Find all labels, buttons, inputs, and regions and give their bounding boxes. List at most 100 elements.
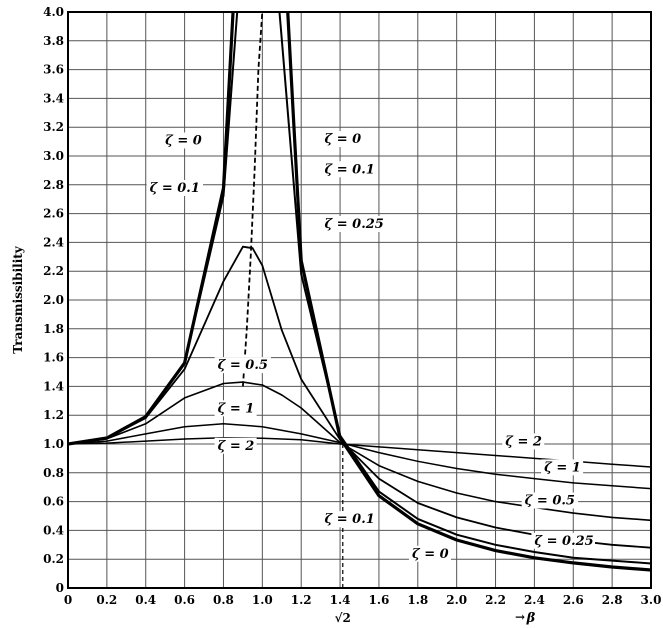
data-point	[417, 448, 419, 451]
y-tick-label: 4.0	[43, 5, 64, 19]
y-tick-label: 3.0	[43, 149, 64, 163]
data-point	[183, 362, 186, 365]
x-tick-label: 3.0	[641, 593, 662, 607]
annotation-bg	[531, 532, 595, 549]
annotation-bg	[321, 216, 386, 232]
x-axis-label: β	[526, 611, 536, 626]
data-point	[417, 518, 419, 520]
data-point	[572, 556, 575, 559]
data-point	[242, 245, 244, 248]
data-point	[378, 477, 380, 480]
data-point	[378, 490, 380, 493]
data-point	[300, 273, 303, 275]
data-point	[378, 451, 380, 454]
data-point	[650, 562, 651, 565]
data-point	[280, 38, 283, 41]
zeta-annotation: ζ = 0.1	[325, 512, 375, 527]
data-point	[417, 522, 419, 525]
y-tick-label: 0.8	[43, 466, 64, 480]
data-point	[300, 378, 303, 381]
data-point	[378, 446, 380, 448]
zeta-annotation: ζ = 0.5	[525, 493, 575, 508]
data-point	[339, 443, 341, 445]
data-point	[106, 438, 108, 440]
y-tick-label: 1.4	[43, 379, 64, 393]
zeta-annotation: ζ = 0.25	[534, 534, 593, 549]
data-point	[222, 280, 225, 283]
x-tick-label: 0.8	[213, 593, 234, 607]
series-line-zeta-0_1	[68, 12, 651, 565]
y-tick-label: 1.0	[43, 437, 64, 451]
annotation-bg	[321, 511, 378, 528]
y-tick-label: 2.4	[43, 235, 64, 249]
data-point	[222, 423, 225, 425]
data-point	[494, 544, 497, 546]
y-tick-label: 2.8	[43, 178, 64, 192]
data-point	[494, 454, 497, 457]
data-point	[650, 466, 651, 468]
x-tick-label: 1.2	[291, 593, 312, 607]
data-point	[494, 549, 497, 552]
y-tick-label: 0	[56, 581, 64, 595]
y-tick-label: 1.2	[43, 408, 64, 422]
data-point	[183, 438, 186, 440]
series-curves	[68, 12, 651, 572]
zeta-annotation: ζ = 1	[218, 401, 255, 416]
y-tick-label: 2.6	[43, 207, 64, 221]
y-tick-label: 3.6	[43, 63, 64, 77]
data-point	[455, 533, 458, 536]
y-tick-label: 3.4	[43, 91, 64, 105]
y-tick-label: 3.2	[43, 120, 64, 134]
data-point	[650, 569, 651, 571]
data-point	[300, 407, 303, 409]
data-point	[611, 544, 613, 546]
y-tick-label: 0.2	[43, 552, 64, 566]
data-point	[417, 480, 419, 483]
annotation-bg	[321, 161, 378, 178]
data-point	[611, 463, 613, 465]
annotation-bg	[502, 433, 545, 450]
data-point	[261, 264, 264, 267]
zeta-annotation: ζ = 2	[505, 434, 542, 449]
data-point	[533, 556, 536, 559]
data-point	[261, 425, 264, 428]
data-point	[144, 440, 147, 442]
y-tick-label: 1.6	[43, 351, 64, 365]
data-point	[572, 512, 575, 514]
zeta-annotation: ζ = 2	[218, 439, 255, 454]
zeta-annotation: ζ = 0	[325, 132, 362, 147]
y-tick-label: 0.4	[43, 523, 64, 537]
data-point	[533, 457, 536, 460]
annotation-bg	[146, 180, 204, 196]
data-point	[378, 494, 380, 497]
data-point	[280, 329, 283, 332]
data-point	[650, 546, 651, 549]
data-point	[572, 482, 575, 484]
data-point	[300, 438, 303, 441]
x-tick-label: 1.6	[368, 593, 389, 607]
data-point	[417, 502, 419, 504]
data-point	[106, 442, 108, 444]
data-point	[144, 423, 147, 425]
y-tick-label: 3.8	[43, 34, 64, 48]
zeta-annotation: ζ = 0.1	[150, 181, 200, 196]
data-point	[261, 384, 264, 386]
zeta-annotation: ζ = 0.5	[218, 358, 268, 373]
annotation-bg	[214, 437, 257, 454]
grid-lines	[67, 11, 652, 589]
data-point	[300, 433, 303, 435]
data-point	[183, 425, 186, 428]
zeta-annotation: ζ = 0	[412, 547, 449, 562]
data-point	[222, 194, 225, 197]
data-point	[650, 487, 651, 490]
x-tick-label: 0	[64, 593, 72, 607]
data-point	[251, 247, 254, 249]
data-point	[339, 441, 341, 444]
x-tick-label: 0.4	[135, 593, 156, 607]
curve-annotations: ζ = 0 ζ = 0.1 ζ = 0 ζ = 0.1 ζ = 0.25 ζ = 0.5 ζ…	[146, 131, 595, 562]
zeta-annotation: ζ = 0.1	[325, 162, 375, 177]
data-point	[455, 492, 458, 494]
y-axis-label: Transmissibility	[11, 245, 25, 354]
x-tick-label: 2.6	[563, 593, 584, 607]
x-tick-labels: 0 0.2 0.4 0.6 0.8 1.0 1.2 1.4 1.6 1.8 2.0 2.2 2.4 2.6…	[64, 593, 662, 607]
